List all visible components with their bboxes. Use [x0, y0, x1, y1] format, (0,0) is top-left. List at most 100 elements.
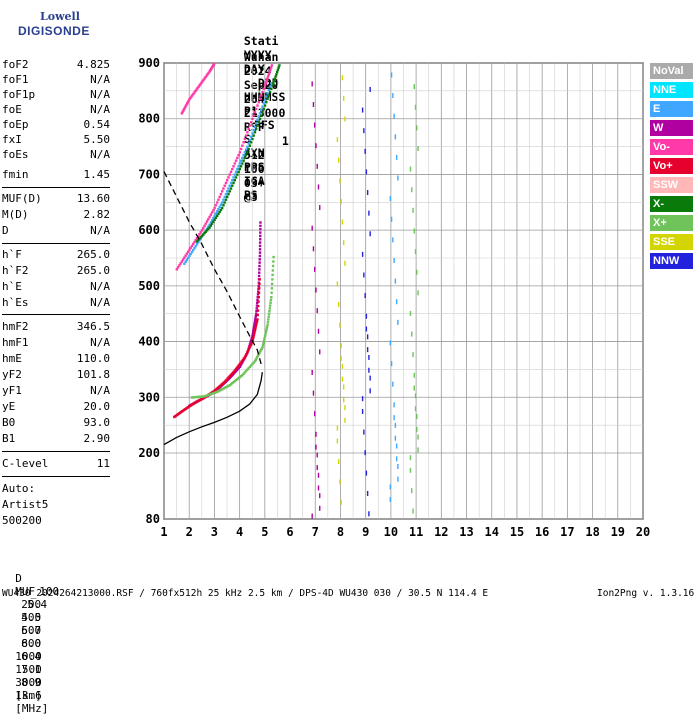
x-tick-label: 12	[434, 525, 448, 539]
echo-point	[259, 228, 261, 230]
interference-mark	[415, 249, 416, 254]
muf-value: 13.6	[15, 689, 42, 702]
echo-point	[259, 221, 261, 223]
echo-point	[272, 260, 274, 262]
interference-mark	[393, 258, 394, 263]
echo-point	[247, 142, 249, 144]
echo-point	[222, 187, 224, 189]
echo-point	[266, 98, 268, 100]
echo-point	[218, 196, 220, 198]
echo-point	[278, 64, 280, 66]
interference-mark	[317, 308, 318, 313]
y-tick-label: 300	[138, 390, 160, 404]
interference-mark	[311, 226, 312, 231]
interference-mark	[313, 246, 314, 251]
echo-point	[277, 69, 279, 71]
interference-mark	[315, 143, 316, 148]
echo-point	[232, 176, 234, 178]
echo-point	[262, 342, 264, 344]
interference-mark	[414, 84, 415, 89]
interference-mark	[314, 123, 315, 128]
echo-point	[259, 258, 261, 260]
y-tick-label: 700	[138, 167, 160, 181]
echo-point	[237, 171, 239, 173]
echo-point	[236, 168, 238, 170]
interference-mark	[390, 340, 391, 345]
echo-point	[220, 204, 222, 206]
echo-point	[231, 168, 233, 170]
interference-mark	[366, 314, 367, 319]
interference-mark	[369, 388, 370, 393]
echo-point	[218, 206, 220, 208]
echo-point	[217, 199, 219, 201]
y-tick-label: 400	[138, 335, 160, 349]
interference-mark	[314, 411, 315, 416]
echo-point	[252, 134, 254, 136]
echo-point	[275, 73, 277, 75]
interference-mark	[342, 220, 343, 225]
echo-point	[220, 193, 222, 195]
interference-mark	[317, 452, 318, 457]
muf-value: 5.7	[21, 624, 41, 637]
interference-mark	[367, 190, 368, 195]
interference-mark	[366, 327, 367, 332]
echo-point	[244, 157, 246, 159]
interference-mark	[390, 497, 391, 502]
interference-mark	[369, 87, 370, 92]
interference-mark	[414, 386, 415, 391]
interference-mark	[363, 128, 364, 133]
interference-mark	[416, 427, 417, 432]
echo-point	[268, 310, 270, 312]
muf-value: 6.4	[21, 650, 41, 663]
echo-point	[266, 78, 268, 80]
interference-mark	[412, 509, 413, 514]
echo-point	[244, 138, 246, 140]
interference-mark	[396, 456, 397, 461]
interference-mark	[317, 465, 318, 470]
interference-mark	[411, 187, 412, 192]
electron-density-profile	[164, 372, 262, 444]
echo-point	[273, 80, 275, 82]
legend-nne: NNE	[650, 82, 693, 98]
interference-mark	[311, 370, 312, 375]
interference-mark	[364, 293, 365, 298]
interference-mark	[315, 432, 316, 437]
legend-x-plus: X+	[650, 215, 693, 231]
echo-point	[245, 148, 247, 150]
echo-point	[245, 134, 247, 136]
interference-mark	[414, 373, 415, 378]
echo-point	[256, 307, 258, 309]
echo-point	[252, 114, 254, 116]
x-tick-label: 17	[560, 525, 574, 539]
muf-value: 8.9	[21, 676, 41, 689]
echo-point	[242, 154, 244, 156]
interference-mark	[393, 402, 394, 407]
echo-point	[261, 111, 263, 113]
interference-mark	[340, 199, 341, 204]
echo-point	[232, 165, 234, 167]
echo-point	[254, 111, 256, 113]
echo-point	[229, 173, 231, 175]
muf-value: 5.5	[21, 611, 41, 624]
interference-mark	[313, 391, 314, 396]
echo-point	[230, 182, 232, 184]
interference-mark	[391, 217, 392, 222]
interference-mark	[362, 396, 363, 401]
echo-point	[264, 335, 266, 337]
interference-mark	[392, 237, 393, 242]
echo-point	[258, 101, 260, 103]
echo-point	[259, 235, 261, 237]
file-info: WU430_2024264213000.RSF / 760fx512h 25 k…	[2, 588, 488, 599]
echo-point	[237, 154, 239, 156]
interference-mark	[395, 423, 396, 428]
echo-point	[253, 332, 255, 334]
interference-mark	[339, 323, 340, 328]
interference-mark	[340, 343, 341, 348]
echo-point	[231, 179, 233, 181]
interference-mark	[416, 270, 417, 275]
interference-mark	[337, 439, 338, 444]
echo-point	[215, 212, 217, 214]
echo-point	[242, 141, 244, 143]
echo-point	[268, 71, 270, 73]
echo-point	[232, 182, 234, 184]
